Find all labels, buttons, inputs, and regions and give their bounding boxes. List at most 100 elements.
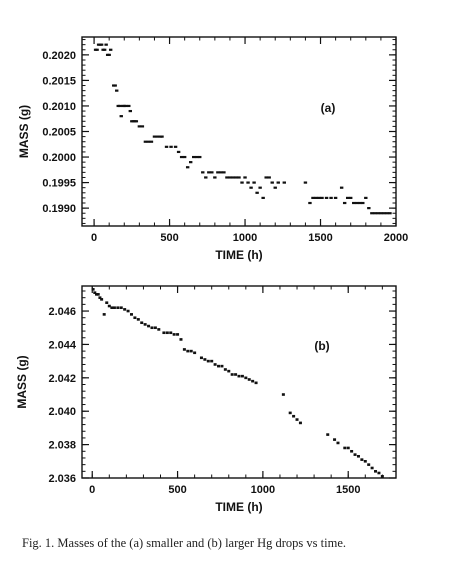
- data-point: [182, 155, 187, 159]
- data-point: [333, 196, 338, 200]
- data-point: [204, 176, 208, 179]
- data-point: [95, 293, 99, 296]
- data-point: [336, 441, 340, 445]
- data-point: [324, 196, 329, 200]
- chart-panel-a: 0 500 1000 1500 2000 0.1990 0.1995 0.2000 0.2005…: [17, 36, 408, 262]
- data-point: [223, 368, 227, 371]
- x-tick-label: 2000: [384, 232, 408, 244]
- data-point: [96, 293, 100, 296]
- data-point: [314, 196, 318, 200]
- y-tick-label: 2.042: [48, 373, 76, 385]
- data-point: [367, 207, 371, 210]
- y-axis-label: MASS (g): [15, 355, 29, 408]
- data-point: [237, 176, 241, 179]
- data-point: [107, 304, 111, 308]
- data-point: [169, 145, 173, 148]
- data-point: [379, 212, 383, 215]
- data-point: [98, 296, 102, 299]
- data-point: [317, 196, 321, 200]
- data-point: [213, 176, 217, 179]
- data-point: [182, 348, 186, 351]
- panel-label: (b): [314, 339, 329, 353]
- y-tick-label: 0.2005: [42, 127, 76, 139]
- data-point: [169, 331, 173, 335]
- data-point: [240, 181, 244, 184]
- data-point: [143, 140, 148, 143]
- data-point: [192, 155, 196, 159]
- y-tick-label: 2.038: [48, 440, 76, 452]
- data-point: [105, 301, 109, 304]
- y-tick-label: 0.1990: [42, 203, 76, 215]
- data-point: [127, 104, 131, 108]
- data-point: [173, 145, 178, 148]
- data-point: [119, 306, 123, 310]
- data-point: [185, 166, 190, 169]
- data-point: [311, 196, 315, 200]
- data-point: [206, 359, 210, 363]
- data-point: [216, 171, 220, 174]
- data-point: [247, 378, 251, 381]
- x-tick-label: 1500: [336, 484, 360, 496]
- x-tick-label: 500: [160, 232, 178, 244]
- data-point: [95, 48, 99, 51]
- y-tick-label: 2.046: [48, 306, 76, 318]
- data-point: [102, 313, 106, 316]
- data-point: [189, 349, 193, 353]
- x-tick-label: 1000: [233, 232, 257, 244]
- data-point: [303, 181, 308, 184]
- y-tick-label: 0.2015: [42, 75, 76, 87]
- data-point: [288, 411, 292, 415]
- x-tick-label: 1500: [308, 232, 332, 244]
- data-point: [356, 454, 360, 458]
- data-point: [165, 331, 169, 335]
- x-axis-label: TIME (h): [215, 500, 262, 514]
- data-point: [217, 364, 221, 368]
- data-point: [230, 373, 234, 376]
- data-point: [243, 176, 247, 179]
- data-point: [179, 338, 183, 341]
- data-point: [136, 318, 140, 321]
- data-point: [273, 186, 277, 189]
- data-point: [364, 196, 368, 200]
- data-point: [358, 201, 362, 205]
- y-tick-label: 0.2020: [42, 50, 76, 62]
- data-point: [234, 373, 238, 376]
- data-point: [370, 466, 374, 470]
- y-tick-label: 0.1995: [42, 178, 76, 190]
- data-point: [346, 446, 350, 450]
- data-point: [164, 145, 169, 148]
- data-point: [231, 176, 235, 179]
- data-point: [93, 291, 97, 294]
- data-point: [220, 364, 224, 368]
- data-point: [153, 326, 157, 330]
- data-point: [361, 201, 365, 205]
- data-point: [203, 358, 207, 361]
- data-point: [115, 89, 119, 92]
- data-point: [172, 333, 176, 336]
- data-point: [149, 140, 154, 143]
- data-point: [210, 359, 214, 363]
- data-point: [140, 125, 145, 128]
- data-point: [251, 379, 255, 383]
- data-point: [237, 374, 241, 378]
- data-point: [339, 186, 344, 189]
- data-point: [99, 43, 104, 46]
- data-point: [320, 196, 324, 200]
- data-point: [342, 201, 347, 205]
- y-tick-label: 0.2010: [42, 101, 76, 113]
- data-point: [292, 414, 296, 418]
- data-point: [137, 125, 142, 128]
- data-point: [281, 393, 285, 396]
- data-point: [143, 323, 147, 326]
- data-point: [373, 212, 377, 215]
- x-tick-label: 500: [168, 484, 186, 496]
- data-point: [110, 306, 114, 310]
- data-point: [207, 171, 211, 174]
- data-point: [129, 313, 133, 316]
- data-point: [186, 349, 190, 353]
- data-point: [179, 155, 184, 159]
- data-point: [249, 186, 253, 189]
- data-point: [295, 418, 299, 421]
- data-point: [199, 356, 203, 360]
- data-point: [228, 176, 232, 179]
